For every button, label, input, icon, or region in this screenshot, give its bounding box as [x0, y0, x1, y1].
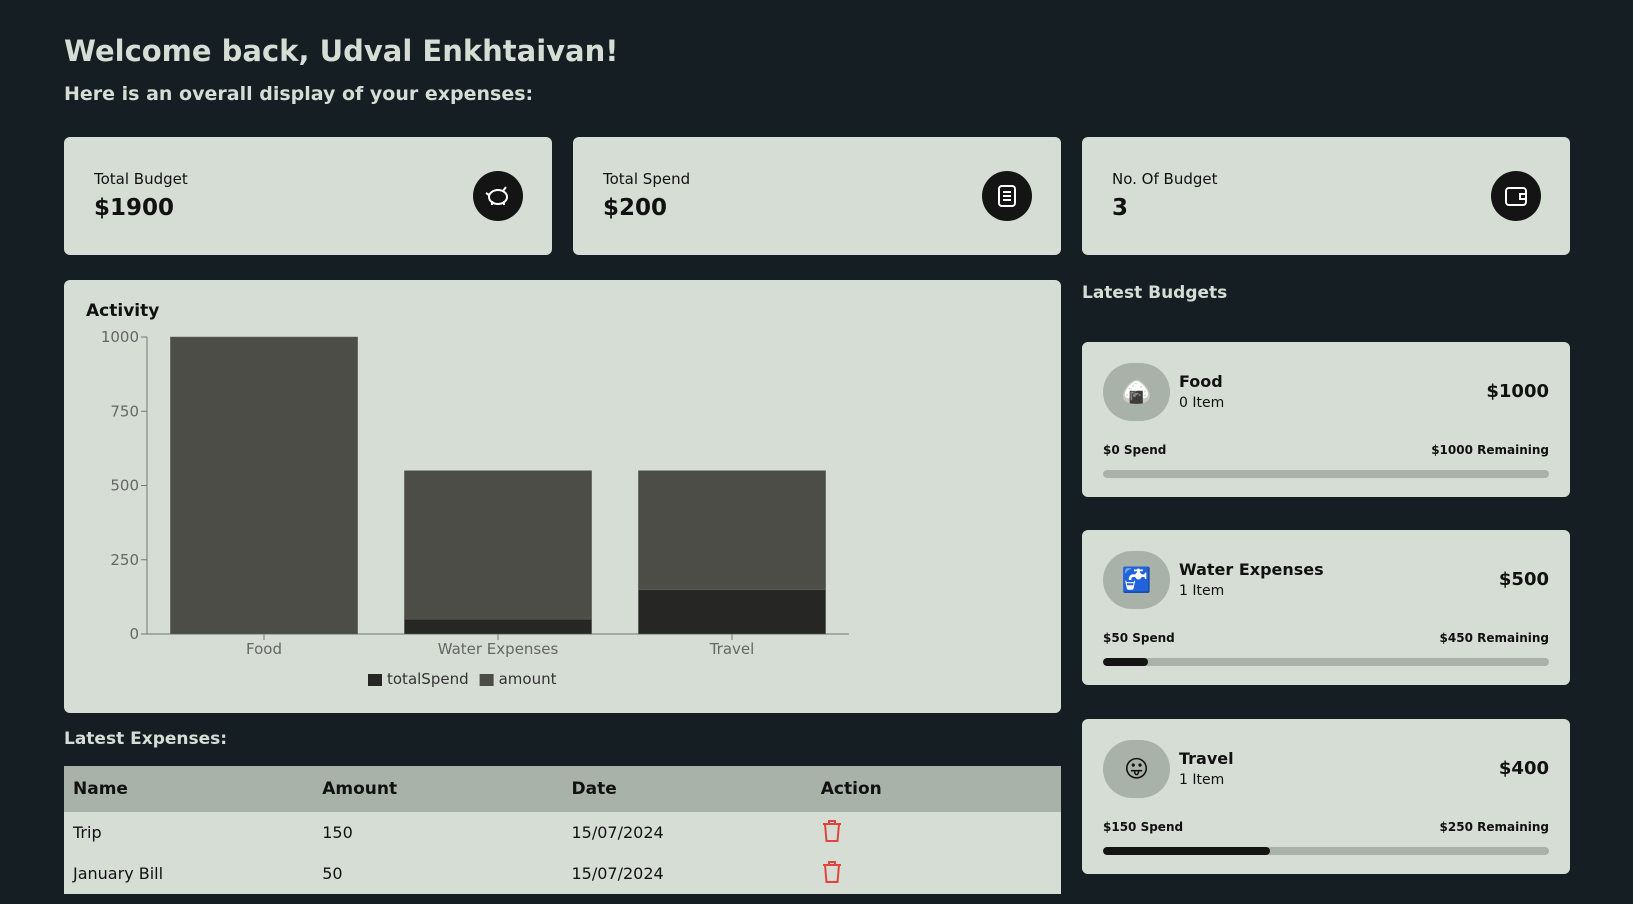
budget-remaining: $1000 Remaining [1431, 443, 1549, 457]
section-title: Latest Budgets [1082, 283, 1228, 303]
budget-amount: $1000 [1486, 381, 1549, 402]
cell-name: Trip [73, 823, 102, 842]
y-tick-label: 750 [110, 402, 139, 420]
column-header: Name [64, 766, 314, 812]
bar [404, 618, 592, 635]
budget-count: 1 Item [1179, 772, 1225, 788]
budget-icon: 🍙 [1103, 363, 1170, 421]
chart-title: Activity [86, 301, 159, 321]
x-tick-label: Water Expenses [438, 640, 559, 658]
expense-row: Trip 150 15/07/2024 [64, 812, 1061, 853]
budget-name: Travel [1179, 749, 1234, 768]
activity-panel: Activity 0 250 500 750 1000 Food Water Expense… [64, 280, 1061, 713]
y-tick-label: 500 [110, 477, 139, 495]
progress-fill [1103, 847, 1271, 855]
stat-value: 3 [1112, 195, 1129, 221]
column-header: Amount [313, 766, 563, 812]
stat-card: Total Spend $200 [573, 137, 1061, 255]
budget-count: 1 Item [1179, 583, 1225, 599]
legend-label: totalSpend [387, 670, 469, 688]
bar [638, 589, 826, 635]
cell-name: January Bill [73, 864, 164, 883]
budget-icon: 🚰 [1103, 551, 1170, 609]
budget-icon: 😛 [1103, 740, 1170, 798]
expenses-table: Name Amount Date Action Trip 150 15/07/2… [64, 766, 1061, 894]
progress-track [1103, 470, 1549, 478]
cell-date: 15/07/2024 [571, 823, 664, 842]
progress-track [1103, 658, 1549, 666]
budget-spend: $50 Spend [1103, 631, 1175, 645]
budget-card: 😛 Travel 1 Item $400 $150 Spend $250 Remainin… [1082, 719, 1570, 874]
budget-remaining: $450 Remaining [1439, 631, 1549, 645]
x-tick-label: Food [246, 640, 282, 658]
activity-chart: Activity 0 250 500 750 1000 Food Water Expense… [86, 301, 849, 688]
budget-spend: $0 Spend [1103, 443, 1167, 457]
piggy-icon [473, 171, 523, 221]
budget-card: 🍙 Food 0 Item $1000 $0 Spend $1000 Remaining [1082, 342, 1570, 497]
stat-value: $1900 [94, 195, 175, 221]
header-row: Name Amount Date Action [64, 766, 1061, 812]
budget-name: Water Expenses [1179, 560, 1324, 579]
bar [170, 336, 358, 635]
expense-row: January Bill 50 15/07/2024 [64, 853, 1061, 894]
welcome-title: Welcome back, Udval Enkhtaivan! [64, 34, 619, 68]
y-tick-label: 1000 [101, 328, 139, 346]
column-header: Date [562, 766, 812, 812]
bar [404, 470, 592, 620]
budget-card: 🚰 Water Expenses 1 Item $500 $50 Spend $450 R… [1082, 530, 1570, 685]
cell-action [812, 853, 1061, 894]
budget-remaining: $250 Remaining [1439, 820, 1549, 834]
cell-date: 15/07/2024 [571, 864, 664, 883]
legend-label: amount [499, 670, 557, 688]
budget-spend: $150 Spend [1103, 820, 1184, 834]
legend-swatch [479, 674, 494, 686]
receipt-icon [982, 171, 1032, 221]
stat-label: No. Of Budget [1112, 170, 1218, 188]
budget-amount: $500 [1498, 569, 1549, 590]
bar [638, 470, 826, 590]
x-tick-label: Travel [709, 640, 755, 658]
stat-label: Total Spend [603, 170, 691, 188]
stat-card: Total Budget $1900 [64, 137, 552, 255]
table-body: Trip 150 15/07/2024 January Bill 50 15/0… [64, 812, 1061, 894]
cell-action [812, 812, 1061, 853]
budget-amount: $400 [1498, 758, 1549, 779]
delete-button[interactable] [821, 819, 843, 843]
stat-label: Total Budget [94, 170, 188, 188]
y-tick-label: 0 [129, 625, 139, 643]
cell-amount: 150 [322, 823, 353, 842]
subtitle: Here is an overall display of your expen… [64, 83, 534, 105]
budget-count: 0 Item [1179, 395, 1225, 411]
progress-fill [1103, 658, 1148, 666]
progress-track [1103, 847, 1549, 855]
section-title: Latest Expenses: [64, 729, 228, 749]
wallet-icon [1491, 171, 1541, 221]
stat-card: No. Of Budget 3 [1082, 137, 1570, 255]
y-tick-label: 250 [110, 551, 139, 569]
column-header: Action [811, 766, 1061, 812]
stat-value: $200 [603, 195, 668, 221]
cell-amount: 50 [322, 864, 343, 883]
delete-button[interactable] [821, 860, 843, 884]
legend-swatch [368, 674, 382, 686]
budget-name: Food [1179, 372, 1223, 391]
table-head: Name Amount Date Action [64, 766, 1061, 812]
